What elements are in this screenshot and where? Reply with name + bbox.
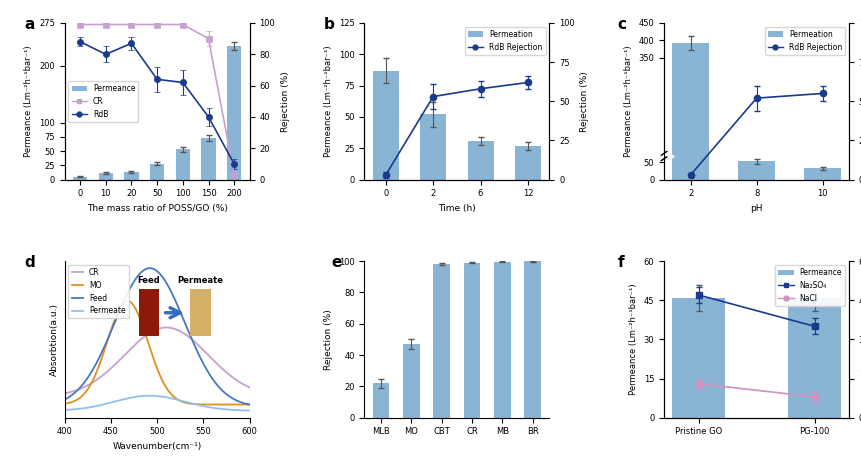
Y-axis label: Permeance (Lm⁻²h⁻¹bar⁻¹): Permeance (Lm⁻²h⁻¹bar⁻¹)	[629, 284, 637, 395]
Legend: Permeation, RdB Rejection: Permeation, RdB Rejection	[464, 27, 545, 55]
CR	[193, 343, 203, 348]
Bar	[403, 344, 419, 418]
Bar	[150, 164, 164, 179]
Feed	[82, 376, 92, 382]
Y-axis label: Rejection (%): Rejection (%)	[281, 71, 289, 132]
MO	[59, 401, 70, 406]
Bar	[738, 162, 774, 179]
CR	[120, 352, 130, 358]
Y-axis label: Permeance (Lm⁻²h⁻¹bar⁻¹): Permeance (Lm⁻²h⁻¹bar⁻¹)	[623, 45, 632, 157]
Bar	[419, 114, 446, 179]
MO	[195, 402, 205, 407]
Feed	[133, 273, 143, 279]
Permeate	[133, 394, 143, 399]
Text: c: c	[617, 17, 626, 32]
Permeate	[82, 405, 92, 410]
Permeate	[195, 403, 205, 408]
Bar	[372, 383, 389, 418]
Text: d: d	[24, 255, 34, 270]
Permeate	[59, 407, 70, 413]
Bar	[514, 146, 541, 179]
Bar	[467, 141, 493, 179]
X-axis label: pH: pH	[749, 204, 762, 213]
Y-axis label: Rejection (%): Rejection (%)	[579, 71, 589, 132]
Bar	[463, 263, 480, 418]
Bar	[654, 155, 672, 157]
Line: CR: CR	[65, 328, 250, 393]
Text: e: e	[331, 255, 341, 270]
X-axis label: Wavenumber(cm⁻¹): Wavenumber(cm⁻¹)	[113, 442, 201, 451]
CR	[161, 325, 171, 330]
CR	[82, 383, 92, 388]
Legend: Permeation, RdB Rejection: Permeation, RdB Rejection	[764, 27, 845, 55]
Bar	[139, 289, 158, 336]
Bar	[493, 262, 510, 418]
Line: Feed: Feed	[65, 268, 250, 404]
MO	[133, 312, 144, 317]
Bar	[226, 46, 241, 179]
MO	[193, 402, 203, 407]
Bar	[190, 289, 211, 336]
MO	[122, 298, 133, 304]
Feed	[59, 397, 70, 403]
Bar	[124, 172, 139, 179]
Text: f: f	[617, 255, 623, 270]
Feed	[193, 352, 203, 357]
CR	[245, 385, 255, 390]
Bar	[803, 168, 839, 179]
Permeate	[245, 408, 255, 413]
MO	[120, 299, 130, 305]
MO	[82, 388, 92, 393]
Y-axis label: Permeance (Lm⁻²h⁻¹bar⁻¹): Permeance (Lm⁻²h⁻¹bar⁻¹)	[24, 45, 34, 157]
Permeate	[193, 403, 203, 408]
X-axis label: Time (h): Time (h)	[437, 204, 475, 213]
CR	[177, 329, 187, 335]
Bar	[176, 149, 189, 179]
Legend: Permeance, CR, RdB: Permeance, CR, RdB	[68, 81, 139, 122]
MO	[177, 399, 187, 404]
Legend: Permeance, Na₂SO₄, NaCl: Permeance, Na₂SO₄, NaCl	[774, 265, 845, 306]
Bar	[523, 261, 541, 418]
Bar	[672, 43, 708, 179]
Y-axis label: Permeance (Lm⁻²h⁻¹bar⁻¹): Permeance (Lm⁻²h⁻¹bar⁻¹)	[324, 45, 333, 157]
Line: MO: MO	[65, 301, 250, 404]
Permeate	[177, 398, 187, 403]
Feed	[245, 402, 255, 407]
X-axis label: The mass ratio of POSS/GO (%): The mass ratio of POSS/GO (%)	[87, 204, 227, 213]
Y-axis label: Rejection (%): Rejection (%)	[324, 309, 333, 370]
CR	[133, 339, 143, 345]
Permeate	[145, 393, 155, 398]
Y-axis label: Absorbtion(a.u.): Absorbtion(a.u.)	[50, 303, 59, 376]
Permeate	[120, 396, 130, 402]
Bar	[73, 177, 87, 179]
Feed	[177, 312, 187, 318]
CR	[195, 344, 205, 349]
Bar	[433, 264, 449, 418]
Bar	[372, 71, 399, 179]
Bar	[99, 173, 113, 179]
Feed	[120, 296, 130, 302]
Feed	[145, 265, 155, 271]
Text: b: b	[323, 17, 334, 32]
Text: Feed: Feed	[137, 275, 160, 285]
CR	[59, 391, 70, 396]
Bar	[201, 138, 215, 179]
Bar	[788, 297, 839, 418]
Text: Permeate: Permeate	[177, 275, 223, 285]
Feed	[195, 353, 205, 359]
Bar	[672, 297, 724, 418]
Text: a: a	[24, 17, 34, 32]
Legend: CR, MO, Feed, Permeate: CR, MO, Feed, Permeate	[68, 265, 128, 319]
Line: Permeate: Permeate	[65, 396, 250, 410]
MO	[245, 402, 255, 407]
